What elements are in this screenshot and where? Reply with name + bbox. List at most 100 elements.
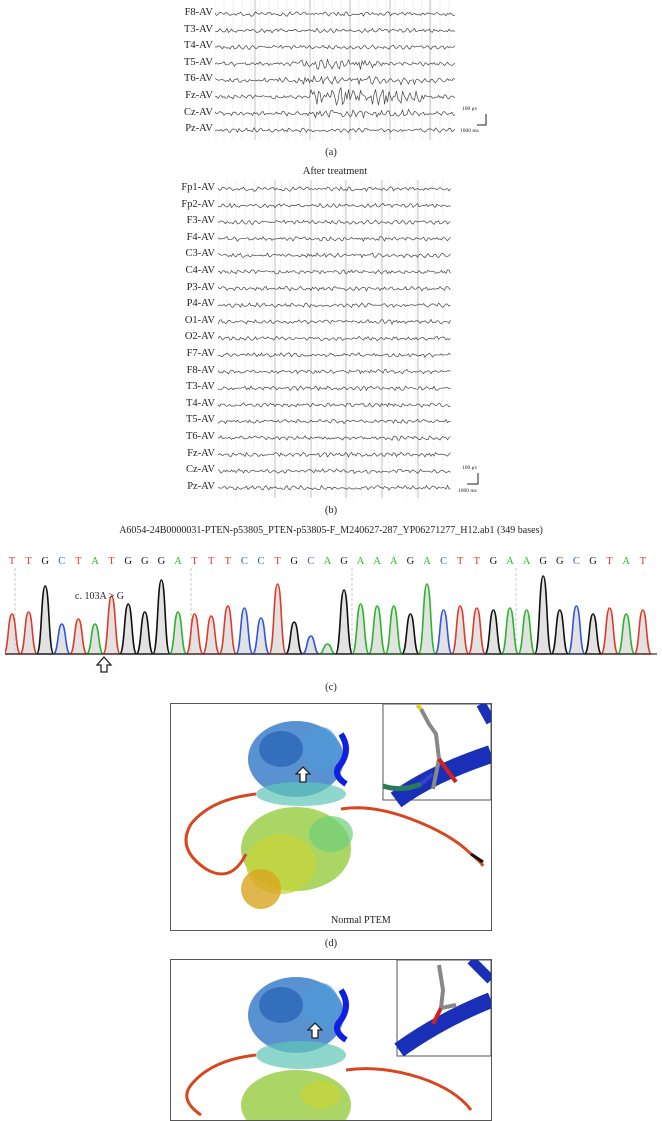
site-arrow-icon-d	[295, 766, 311, 783]
base-call: G	[41, 556, 49, 567]
base-call: G	[539, 556, 547, 567]
base-call: A	[356, 556, 365, 567]
site-arrow-icon-e	[307, 1022, 323, 1039]
base-call: G	[141, 556, 149, 567]
chromatogram-peak	[301, 635, 320, 655]
base-call: T	[108, 556, 115, 567]
eeg-trace	[215, 86, 455, 106]
eeg-trace	[218, 285, 451, 292]
chromatogram-peak	[351, 603, 370, 655]
chromatogram-peak	[567, 605, 586, 655]
chromatogram-peak	[401, 613, 420, 655]
eeg-trace	[218, 302, 451, 309]
chromatogram-peak	[284, 621, 304, 655]
eeg-trace	[218, 318, 451, 325]
eeg-b-title: After treatment	[302, 166, 368, 177]
eeg-channel-label: C4-AV	[185, 265, 215, 276]
eeg-trace	[215, 108, 455, 120]
eeg-channel-label: T6-AV	[186, 431, 215, 442]
chromatogram-peak	[500, 607, 520, 655]
base-call: A	[373, 556, 381, 567]
chromatogram	[5, 568, 657, 655]
scale-bar-a	[477, 114, 487, 126]
base-call: A	[506, 556, 514, 567]
eeg-trace	[218, 435, 451, 441]
eeg-trace	[215, 74, 455, 86]
chromatogram-peak	[583, 613, 603, 655]
eeg-channel-label: T5-AV	[186, 414, 215, 426]
eeg-trace	[218, 186, 451, 192]
eeg-channel-label: T4-AV	[184, 40, 213, 52]
eeg-channel-label: Pz-AV	[187, 480, 215, 492]
base-call: A	[522, 556, 531, 567]
base-call: T	[639, 556, 646, 567]
base-call: G	[340, 556, 348, 567]
chromatogram-peak	[185, 613, 204, 655]
chromatogram-peak	[467, 607, 487, 655]
mutation-arrow-icon	[95, 656, 113, 673]
chromatogram-peak	[434, 609, 453, 655]
eeg-channel-label: O1-AV	[184, 314, 215, 326]
base-call: A	[390, 556, 398, 567]
base-call: T	[207, 556, 215, 567]
eeg-channel-label: T3-AV	[186, 381, 215, 393]
panel-label-c: (c)	[325, 682, 337, 693]
eeg-channel-label: O2-AV	[184, 331, 215, 343]
panel-label-a: (a)	[325, 147, 337, 158]
chromatogram-peak	[616, 613, 636, 655]
chromatogram-peak	[19, 611, 38, 655]
chromatogram-peak	[102, 595, 121, 655]
chromatogram-peak	[218, 605, 238, 655]
base-call: T	[274, 556, 281, 567]
chromatogram-peak	[367, 605, 387, 655]
chromatogram-peak	[600, 607, 619, 655]
eeg-trace	[218, 418, 451, 425]
chromatogram-peak	[384, 605, 404, 655]
eeg-trace	[218, 219, 451, 226]
panel-label-b: (b)	[324, 505, 338, 516]
base-call: T	[8, 556, 16, 567]
eeg-channel-label: Fp2-AV	[181, 198, 215, 210]
eeg-trace	[218, 402, 451, 408]
chromatogram-peak	[533, 575, 553, 655]
chromatogram-peak	[35, 585, 55, 655]
scale-bar-b	[467, 473, 479, 485]
eeg-channel-label: Pz-AV	[185, 123, 213, 135]
chromatogram-peak	[69, 618, 88, 655]
chromatogram-peak	[633, 609, 653, 655]
protein-d-render	[184, 704, 491, 909]
base-call: C	[240, 556, 248, 567]
base-call: G	[406, 556, 415, 567]
eeg-channel-label: Cz-AV	[184, 106, 213, 118]
base-call: G	[124, 556, 132, 567]
base-call: A	[91, 556, 99, 567]
scale-amp-b: 100 μv	[462, 465, 478, 471]
eeg-trace	[218, 451, 451, 458]
protein-panel-d: Normal PTEM	[170, 703, 492, 931]
base-call: C	[440, 556, 448, 567]
base-call: G	[157, 556, 166, 567]
eeg-channel-label: Fz-AV	[185, 90, 213, 101]
base-call: T	[224, 556, 231, 567]
base-call: C	[307, 556, 315, 567]
eeg-trace	[218, 352, 451, 359]
base-call: G	[589, 556, 597, 567]
base-call: T	[191, 556, 198, 567]
base-call: C	[257, 556, 265, 567]
eeg-trace	[218, 235, 451, 242]
protein-panel-e	[170, 959, 492, 1121]
seq-title: A6054-24B0000031-PTEN-p53805_PTEN-p53805…	[119, 525, 543, 536]
base-call: T	[456, 556, 464, 567]
mutation-label: c. 103A > G	[75, 591, 124, 602]
eeg-trace	[218, 368, 451, 375]
eeg-trace	[215, 27, 455, 34]
eeg-trace	[218, 468, 451, 475]
eeg-channel-label: Fz-AV	[187, 447, 215, 459]
scale-time-a: 1000 ms	[460, 128, 479, 134]
eeg-channel-label: F8-AV	[186, 364, 215, 376]
chromatogram-peak	[118, 603, 138, 655]
panel-label-d: (d)	[324, 938, 338, 949]
eeg-a-traces	[215, 0, 455, 140]
eeg-channel-label: F3-AV	[186, 215, 215, 227]
chromatogram-peak	[318, 643, 337, 655]
